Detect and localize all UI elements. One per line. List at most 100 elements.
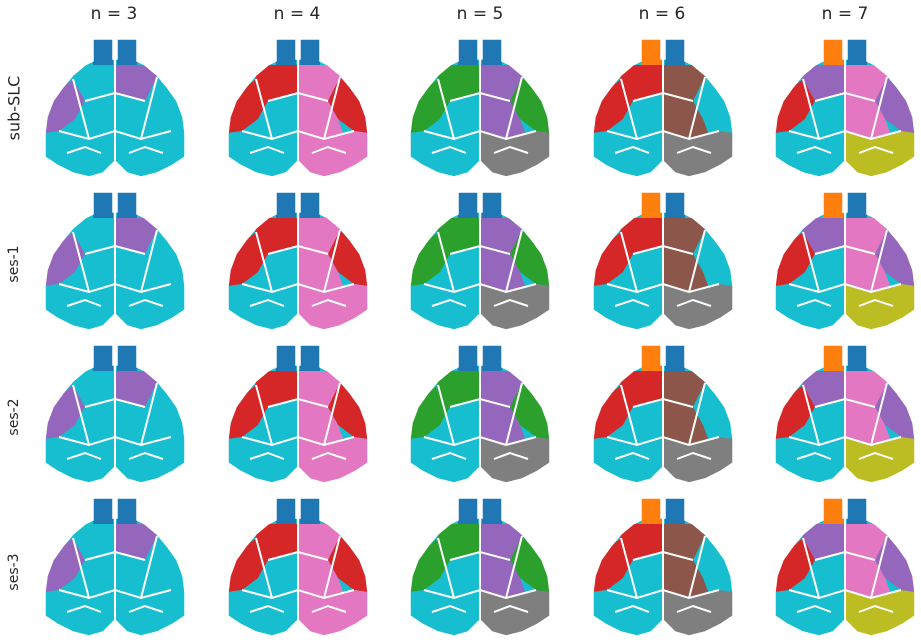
region-postR (480, 284, 550, 330)
region-antL (69, 371, 115, 407)
region-midR (298, 93, 344, 139)
region-boundary (688, 76, 706, 140)
region-postR (663, 284, 733, 330)
region-boundary (620, 231, 638, 293)
region-postR (480, 437, 550, 483)
region-boundary (802, 384, 820, 446)
region-midL (799, 246, 845, 292)
region-midL (799, 93, 845, 139)
brain-outline (592, 191, 734, 331)
region-postL (410, 131, 480, 177)
region-boundary (66, 451, 164, 460)
region-postL (593, 131, 663, 177)
region-boundary (249, 145, 347, 154)
region-postR (845, 284, 915, 330)
region-postR (298, 437, 368, 483)
region-boundary (431, 298, 529, 307)
region-frontL (276, 345, 296, 371)
region-latL (228, 232, 268, 286)
region-postL (228, 590, 298, 636)
region-boundary (423, 282, 537, 294)
region-frontR (300, 39, 320, 65)
column-title-n4: n = 4 (273, 4, 321, 24)
region-midR (845, 93, 891, 139)
brain-outline (44, 497, 186, 637)
region-boundary (58, 129, 172, 141)
region-postR (115, 284, 185, 330)
region-boundary (140, 229, 158, 293)
brain-map-r1-n4 (227, 38, 369, 178)
region-midR (845, 552, 891, 598)
region-postR (845, 131, 915, 177)
region-midL (434, 246, 480, 292)
region-boundary (688, 535, 706, 599)
region-boundary (140, 382, 158, 446)
brain-outline (409, 497, 551, 637)
region-boundary (788, 435, 902, 447)
region-frontL (93, 345, 113, 371)
region-boundary (796, 145, 894, 154)
region-postL (593, 284, 663, 330)
column-title-n7: n = 7 (821, 4, 869, 24)
region-frontR (117, 345, 137, 371)
region-latL (410, 79, 450, 133)
region-latL (593, 538, 633, 592)
region-midR (115, 552, 161, 598)
region-boundary (788, 282, 902, 294)
region-boundary (505, 535, 523, 599)
region-antL (252, 371, 298, 407)
region-boundary (140, 76, 158, 140)
brain-outline (227, 497, 369, 637)
region-boundary (870, 535, 888, 599)
region-boundary (241, 435, 355, 447)
brain-map-r3-n5 (409, 344, 551, 484)
region-frontL (823, 498, 843, 524)
region-frontR (117, 498, 137, 524)
region-boundary (249, 604, 347, 613)
region-midL (252, 246, 298, 292)
region-latL (410, 232, 450, 286)
region-midL (799, 399, 845, 445)
brain-map-r3-n3 (44, 344, 186, 484)
region-boundary (620, 537, 638, 599)
region-boundary (814, 397, 876, 408)
region-boundary (437, 384, 455, 446)
brain-map-r1-n5 (409, 38, 551, 178)
region-latL (228, 79, 268, 133)
region-midR (480, 552, 526, 598)
region-boundary (796, 298, 894, 307)
region-boundary (614, 451, 712, 460)
region-boundary (632, 550, 694, 561)
region-boundary (140, 535, 158, 599)
region-latL (45, 232, 85, 286)
region-antL (434, 218, 480, 254)
brain-map-r2-n4 (227, 191, 369, 331)
region-latL (45, 79, 85, 133)
region-postL (593, 437, 663, 483)
brain-outline (409, 38, 551, 178)
region-antL (799, 524, 845, 560)
region-postR (845, 437, 915, 483)
region-frontR (665, 192, 685, 218)
brain-outline (774, 191, 916, 331)
region-boundary (870, 76, 888, 140)
region-midL (69, 552, 115, 598)
region-antL (799, 65, 845, 101)
region-midR (298, 552, 344, 598)
region-postL (775, 284, 845, 330)
region-boundary (449, 91, 511, 102)
region-boundary (449, 550, 511, 561)
region-postR (480, 590, 550, 636)
region-midL (69, 246, 115, 292)
region-frontL (93, 39, 113, 65)
region-postR (663, 131, 733, 177)
region-latL (45, 385, 85, 439)
region-frontR (665, 345, 685, 371)
brain-outline (44, 191, 186, 331)
region-frontR (847, 192, 867, 218)
brain-map-r2-n3 (44, 191, 186, 331)
region-boundary (267, 91, 329, 102)
region-latL (410, 385, 450, 439)
brain-map-r1-n3 (44, 38, 186, 178)
region-frontL (458, 345, 478, 371)
